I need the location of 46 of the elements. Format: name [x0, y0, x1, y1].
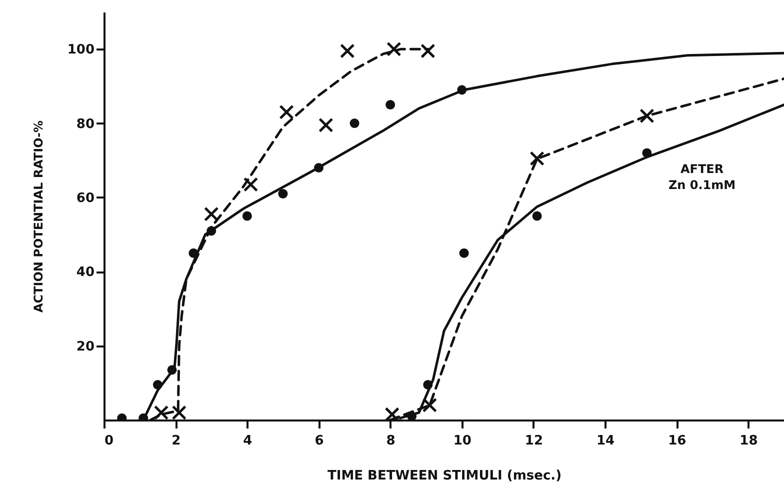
- x-tick-label: 0: [104, 434, 114, 448]
- x-axis-title: TIME BETWEEN STIMULI (msec.): [327, 468, 562, 484]
- point: [243, 177, 258, 192]
- point: [386, 42, 402, 56]
- point: [459, 248, 469, 258]
- point: [152, 380, 162, 390]
- annotation: AFTER Zn 0.1mM: [668, 162, 736, 192]
- point: [167, 365, 177, 375]
- point: [279, 104, 294, 120]
- point: [423, 380, 433, 390]
- point: [640, 108, 654, 124]
- point: [407, 412, 417, 420]
- point: [206, 226, 216, 236]
- point: [532, 211, 542, 221]
- point: [188, 248, 198, 258]
- point: [278, 189, 288, 198]
- point: [386, 100, 396, 110]
- point: [457, 85, 467, 95]
- x-tick-label: 12: [524, 434, 544, 448]
- y-tick-label: 80: [76, 116, 94, 132]
- point: [530, 151, 544, 166]
- point: [318, 118, 334, 132]
- point: [314, 163, 324, 173]
- point: [420, 44, 436, 58]
- y-tick-label: 40: [76, 265, 94, 280]
- x-tick-label: 14: [596, 434, 615, 448]
- y-tick-label: 100: [67, 42, 94, 58]
- x-tick-label: 18: [740, 434, 758, 448]
- x-tick-label: 16: [668, 434, 686, 448]
- point: [154, 405, 169, 420]
- point: [384, 407, 400, 420]
- x-tick-label: 4: [243, 434, 252, 448]
- point: [642, 148, 652, 158]
- point: [172, 405, 187, 420]
- point: [340, 44, 355, 58]
- y-tick-label: 20: [76, 339, 94, 354]
- x-tick-label: 10: [453, 434, 472, 448]
- point: [242, 211, 252, 221]
- x-tick-label: 6: [314, 434, 324, 448]
- y-axis-title: ACTION POTENTIAL RATIO-%: [31, 120, 46, 313]
- x-tick-label: 2: [172, 434, 181, 448]
- x-tick-label: 8: [386, 434, 396, 448]
- point: [204, 206, 219, 222]
- point: [422, 398, 438, 413]
- point: [350, 118, 360, 128]
- y-tick-label: 60: [76, 190, 94, 206]
